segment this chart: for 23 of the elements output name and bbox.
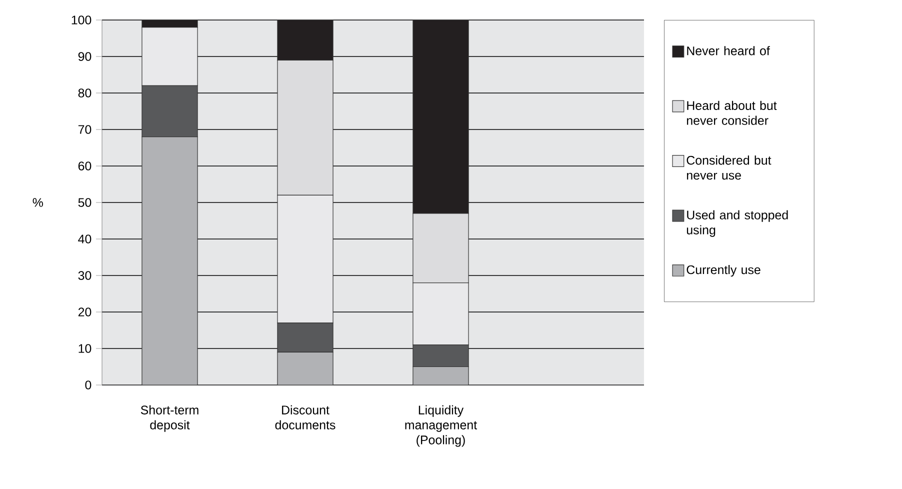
y-tick-label: 70 [78, 125, 92, 134]
legend-label: Used and stopped using [686, 210, 788, 237]
y-tick-label: 30 [78, 271, 92, 280]
y-tick-label: 40 [78, 234, 92, 244]
y-tick-label: 10 [78, 344, 92, 353]
legend-label: Heard about but never consider [686, 100, 777, 125]
legend-label: Currently use [686, 265, 760, 277]
y-tick-label: 60 [78, 162, 92, 170]
x-tick-label: Short-term deposit [140, 405, 198, 432]
y-tick-label: 80 [78, 88, 92, 98]
bar [412, 366, 469, 385]
x-tick-label: Liquidity management (Pooling) [405, 405, 477, 447]
y-tick-label: 20 [78, 308, 92, 316]
legend-label: Never heard of [687, 46, 770, 56]
bar [142, 136, 198, 385]
y-tick-label: 50 [78, 198, 92, 207]
y-tick-label: 100 [72, 16, 92, 24]
y-tick-label: 0 [85, 380, 92, 390]
y-tick-label: 90 [78, 52, 92, 61]
x-tick-label: Discount documents [275, 405, 336, 430]
y-axis-title: % [32, 198, 43, 207]
legend-label: Considered but never use [686, 156, 772, 180]
bar [277, 352, 334, 385]
